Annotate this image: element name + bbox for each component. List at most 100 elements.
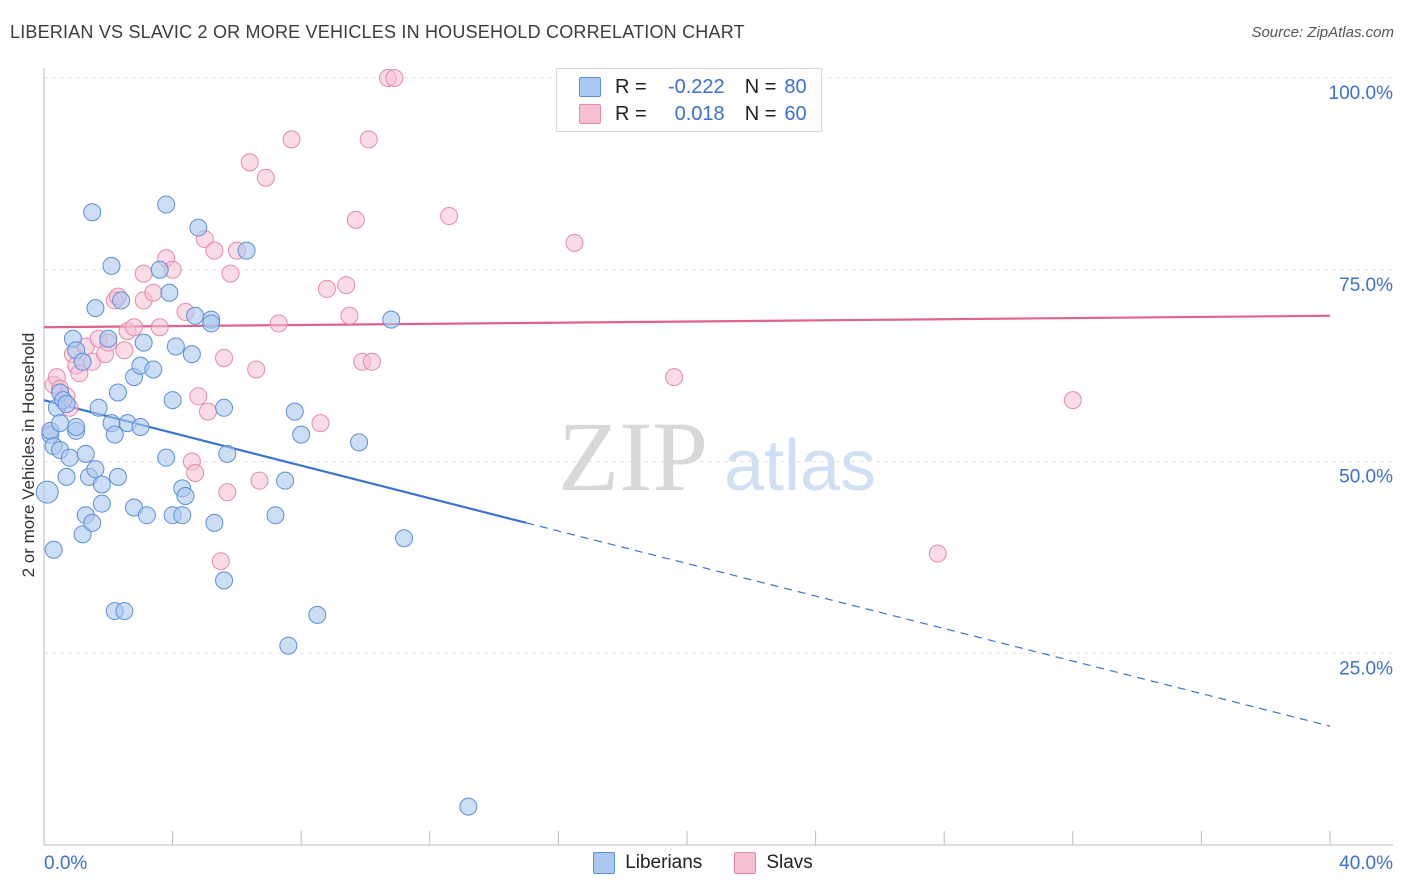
y-tick-label: 75.0%	[1339, 275, 1393, 296]
data-points	[35, 69, 1082, 816]
liberians-point	[215, 571, 234, 590]
legend-row-slavs: R = 0.018 N = 60	[579, 101, 807, 127]
correlation-legend: R = -0.222 N = 80 R = 0.018 N = 60	[556, 68, 822, 132]
liberians-point	[57, 394, 76, 413]
liberians-point	[73, 352, 92, 371]
slavs-swatch	[579, 104, 601, 124]
liberians-point	[205, 513, 224, 532]
liberians-point	[144, 360, 163, 379]
slavs-point	[186, 464, 205, 483]
liberians-point	[266, 506, 285, 525]
slavs-point	[1063, 391, 1082, 410]
liberians-point	[237, 241, 256, 260]
slavs-point	[311, 414, 330, 433]
liberians-point	[189, 218, 208, 237]
liberians-point	[395, 529, 414, 548]
liberians-point	[76, 444, 95, 463]
liberians-point	[89, 398, 108, 417]
watermark-atlas: atlas	[724, 426, 876, 506]
slavs-point	[198, 402, 217, 421]
trend-lines	[43, 314, 1331, 727]
slavs-point	[256, 168, 275, 187]
r-value: -0.222	[667, 75, 725, 98]
slavs-point	[665, 368, 684, 387]
liberians-point	[150, 260, 169, 279]
slavs-point	[362, 352, 381, 371]
liberians-point	[350, 433, 369, 452]
slavs-legend-swatch	[734, 852, 757, 874]
slavs-point	[215, 348, 234, 367]
liberians-point	[105, 425, 124, 444]
slavs-point	[134, 264, 153, 283]
liberians-legend-label: Liberians	[625, 852, 703, 873]
liberians-point	[86, 299, 105, 318]
r-label: R =	[615, 75, 647, 98]
liberians-point	[51, 414, 70, 433]
slavs-point	[240, 153, 259, 172]
liberians-point	[276, 471, 295, 490]
liberians-legend-swatch	[593, 852, 616, 874]
axes	[43, 68, 1393, 846]
liberians-point	[382, 310, 401, 329]
slavs-point	[205, 241, 224, 260]
x-tick-label: 40.0%	[1339, 853, 1393, 874]
liberians-point	[86, 460, 105, 479]
slavs-point	[317, 279, 336, 298]
liberians-point	[182, 345, 201, 364]
slavs-point	[189, 387, 208, 406]
slavs-point	[346, 210, 365, 229]
liberians-point	[137, 506, 156, 525]
liberians-point	[83, 203, 102, 222]
liberians-point	[166, 337, 185, 356]
slavs-point	[282, 130, 301, 149]
liberians-point	[131, 417, 150, 436]
slavs-point	[340, 306, 359, 325]
liberians-point	[73, 525, 92, 544]
liberians-point	[160, 283, 179, 302]
liberians-point	[60, 448, 79, 467]
tick-labels: 25.0% 50.0% 75.0% 100.0% 0.0% 40.0%	[44, 83, 1393, 874]
legend-item-slavs[interactable]: Slavs	[734, 852, 813, 874]
liberians-point	[285, 402, 304, 421]
r-value: 0.018	[674, 102, 725, 125]
slavs-point	[337, 276, 356, 295]
slavs-point	[211, 552, 230, 571]
chart-title: LIBERIAN VS SLAVIC 2 OR MORE VEHICLES IN…	[10, 22, 745, 42]
liberians-point	[308, 605, 327, 624]
slavs-point	[269, 314, 288, 333]
liberians-point	[35, 480, 59, 504]
liberians-point	[157, 448, 176, 467]
liberians-point	[176, 487, 195, 506]
liberians-point	[83, 513, 102, 532]
y-tick-label: 25.0%	[1339, 658, 1393, 679]
slavs-point	[385, 69, 404, 87]
liberians-point	[67, 417, 86, 436]
liberians-point	[459, 797, 478, 816]
liberians-point	[173, 506, 192, 525]
n-label: N =	[744, 75, 777, 98]
liberians-point	[92, 475, 111, 494]
series-legend: Liberians Slavs	[0, 852, 1406, 874]
liberians-point	[186, 306, 205, 325]
watermark-zip: ZIP	[558, 401, 708, 512]
watermark: ZIP atlas	[558, 401, 876, 512]
source-label: Source: ZipAtlas.com	[1251, 24, 1394, 41]
liberians-point	[115, 602, 134, 621]
liberians-point	[112, 291, 131, 310]
slavs-point	[250, 471, 269, 490]
liberians-trend-extension	[526, 522, 1331, 727]
liberians-point	[99, 329, 118, 348]
slavs-point	[247, 360, 266, 379]
liberians-point	[218, 444, 237, 463]
liberians-point	[44, 540, 63, 559]
slavs-point	[144, 283, 163, 302]
n-value: 60	[784, 102, 807, 125]
liberians-point	[102, 256, 121, 275]
liberians-point	[108, 383, 127, 402]
legend-item-liberians[interactable]: Liberians	[593, 852, 702, 874]
liberians-point	[108, 467, 127, 486]
slavs-point	[150, 318, 169, 337]
slavs-point	[359, 130, 378, 149]
x-tick-label: 0.0%	[44, 853, 87, 874]
